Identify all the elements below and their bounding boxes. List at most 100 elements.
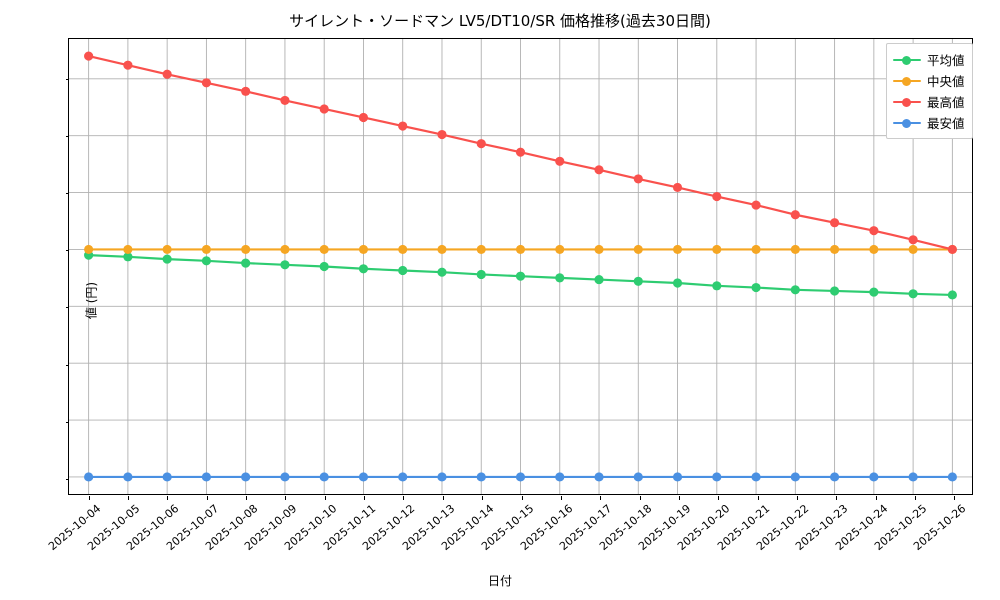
data-point [358, 244, 369, 255]
grid-lines [69, 39, 972, 494]
data-point [947, 290, 957, 300]
data-point [398, 265, 408, 276]
y-tick-mark [65, 136, 69, 138]
data-point [672, 472, 683, 482]
legend-swatch-icon [893, 117, 921, 129]
data-point [633, 244, 643, 255]
data-point [790, 472, 800, 482]
chart-title: サイレント・ソードマン LV5/DT10/SR 価格推移(過去30日間) [289, 12, 711, 30]
x-tick-mark [600, 496, 602, 500]
legend-item-最高値[interactable]: 最高値 [893, 91, 965, 112]
data-point [162, 254, 172, 264]
data-point [123, 60, 133, 70]
data-point [672, 182, 683, 193]
data-point [280, 244, 290, 255]
legend-label: 平均値 [927, 53, 965, 68]
data-point [162, 244, 172, 255]
data-point [555, 472, 565, 482]
data-point [751, 200, 761, 210]
x-tick-mark [364, 496, 366, 500]
data-point [751, 472, 761, 482]
data-point [201, 78, 212, 88]
data-point [241, 472, 251, 482]
data-point [790, 210, 800, 220]
data-point [476, 139, 486, 149]
data-point [712, 472, 722, 482]
plot-area: 8090100110120130140150 2025-10-042025-10… [46, 38, 973, 553]
data-point [241, 244, 251, 255]
data-point [712, 281, 722, 291]
data-point [790, 285, 800, 295]
data-point [398, 244, 408, 255]
data-point [437, 472, 447, 482]
data-point [201, 256, 212, 266]
data-point [437, 244, 447, 255]
legend-item-平均値[interactable]: 平均値 [893, 49, 965, 70]
x-tick-mark [954, 496, 956, 500]
x-tick-mark [718, 496, 720, 500]
data-point [594, 472, 604, 482]
data-point [633, 174, 643, 184]
data-point [162, 69, 172, 79]
data-point [751, 282, 761, 293]
x-tick-mark [560, 496, 562, 500]
data-point [476, 269, 486, 280]
data-point [908, 235, 918, 245]
data-point [358, 472, 369, 482]
data-point [594, 244, 604, 255]
x-axis-label: 日付 [487, 574, 512, 588]
y-tick-mark [65, 250, 69, 252]
y-tick-mark [65, 478, 69, 480]
data-point [829, 218, 840, 228]
data-point [319, 261, 329, 272]
data-point [633, 276, 643, 286]
data-point [908, 289, 918, 299]
legend-label: 中央値 [927, 74, 965, 89]
x-tick-mark [914, 496, 916, 500]
data-point [241, 258, 251, 268]
data-point [123, 472, 133, 482]
x-tick-mark [757, 496, 759, 500]
y-tick-mark [65, 421, 69, 423]
data-point [555, 273, 565, 283]
data-point [319, 472, 329, 482]
legend-label: 最高値 [927, 95, 965, 110]
data-point [398, 121, 408, 131]
data-point [201, 472, 212, 482]
x-tick-mark [521, 496, 523, 500]
data-point [869, 287, 879, 297]
legend-item-最安値[interactable]: 最安値 [893, 112, 965, 133]
data-point [84, 51, 94, 61]
x-tick-mark [796, 496, 798, 500]
x-tick-mark [167, 496, 169, 500]
data-point [515, 271, 526, 281]
data-point [241, 86, 251, 96]
legend-item-中央値[interactable]: 中央値 [893, 70, 965, 91]
x-tick-mark [639, 496, 641, 500]
data-point [437, 267, 447, 277]
legend-swatch-icon [893, 54, 921, 66]
data-point [869, 244, 879, 255]
data-point [555, 244, 565, 255]
data-point [319, 244, 329, 255]
data-point [829, 244, 840, 255]
data-point [358, 112, 369, 123]
legend-swatch-icon [893, 96, 921, 108]
data-point [437, 129, 447, 140]
data-point [594, 275, 604, 285]
x-tick-mark [206, 496, 208, 500]
data-point [84, 244, 94, 255]
series-lines [84, 51, 957, 482]
data-point [594, 165, 604, 175]
data-point [790, 244, 800, 255]
data-point [123, 244, 133, 255]
data-point [947, 244, 957, 255]
y-tick-mark [65, 78, 69, 80]
data-point [672, 278, 683, 288]
y-axis-label: 値 (円) [84, 281, 99, 320]
legend-swatch-icon [893, 75, 921, 87]
data-point [84, 472, 94, 482]
legend-label: 最安値 [927, 116, 965, 131]
y-tick-mark [65, 364, 69, 366]
data-point [398, 472, 408, 482]
